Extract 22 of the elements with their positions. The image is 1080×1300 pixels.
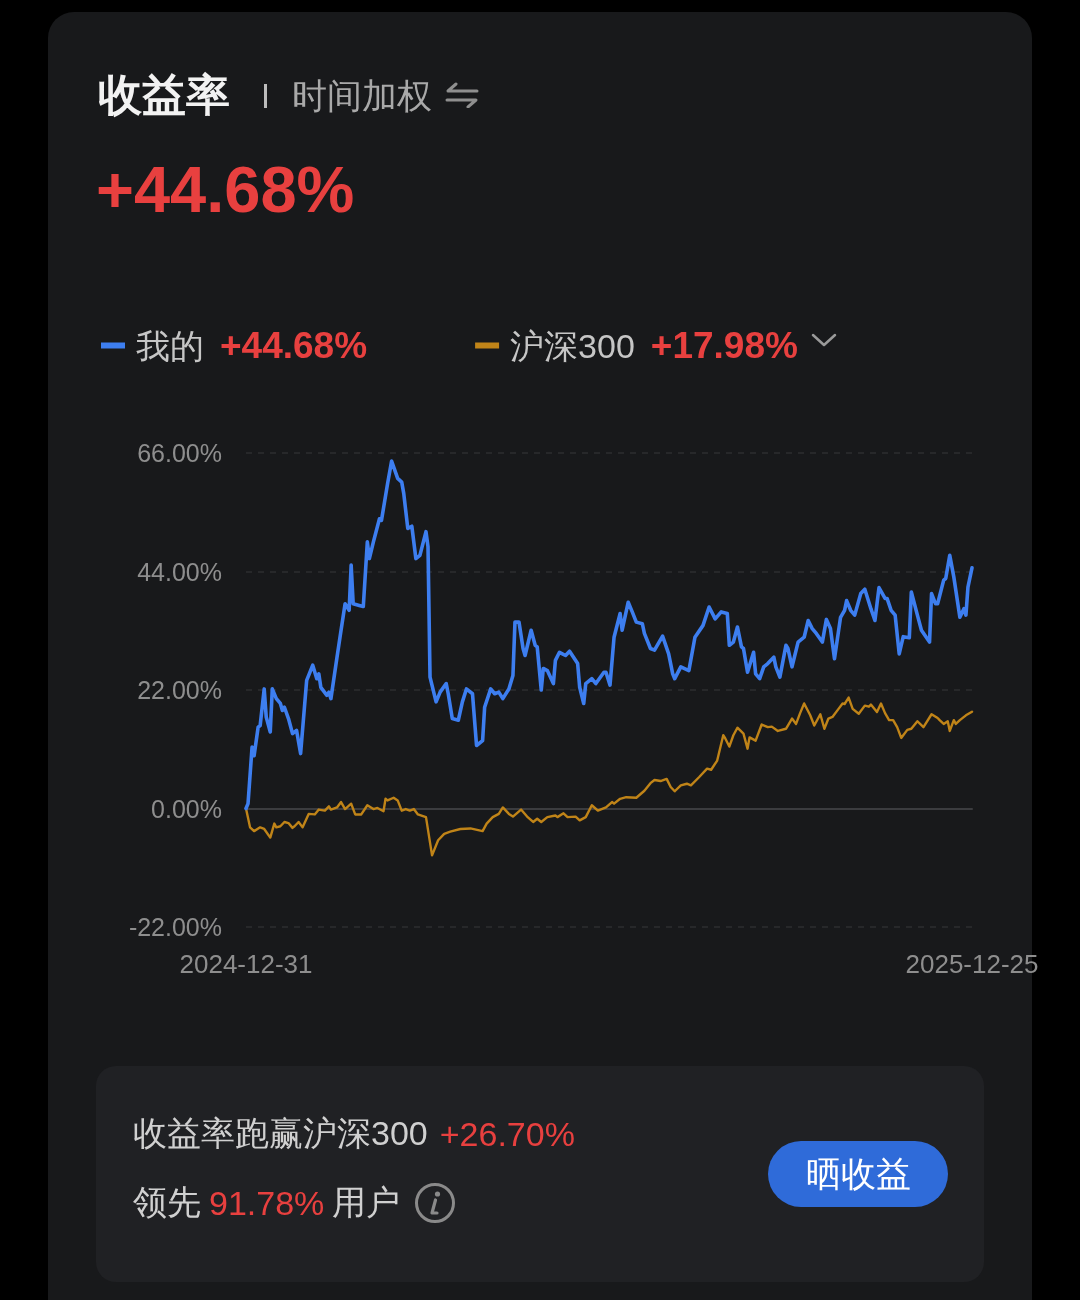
text: 领先 [133, 1183, 201, 1221]
y-tick-label: 44.00% [137, 557, 222, 586]
x-tick-label: 2025-12-25 [905, 949, 1039, 979]
x-tick-label: 2024-12-31 [179, 949, 313, 979]
text: +26.70% [439, 1114, 575, 1153]
text: +44.68% [220, 325, 368, 366]
legend-label: 沪深300 [510, 326, 635, 365]
text: 91.78% [209, 1183, 325, 1222]
y-tick-label: 66.00% [137, 439, 222, 467]
y-tick-label: -22.00% [128, 913, 222, 941]
line-series [244, 459, 974, 811]
text: +17.98% [650, 325, 798, 366]
text: +44.68% [96, 153, 355, 226]
y-tick-label: 22.00% [137, 676, 222, 704]
y-tick-label: 0.00% [151, 794, 222, 823]
legend-label: 我的 [136, 326, 204, 365]
chart-title: 收益率 [98, 70, 230, 119]
button: 晒收益 [768, 1141, 948, 1207]
text: 用户 [332, 1183, 401, 1221]
text: 收益率跑赢沪深300 [133, 1114, 428, 1152]
chart-subtitle: 时间加权 [292, 76, 432, 115]
line-series [244, 696, 974, 857]
